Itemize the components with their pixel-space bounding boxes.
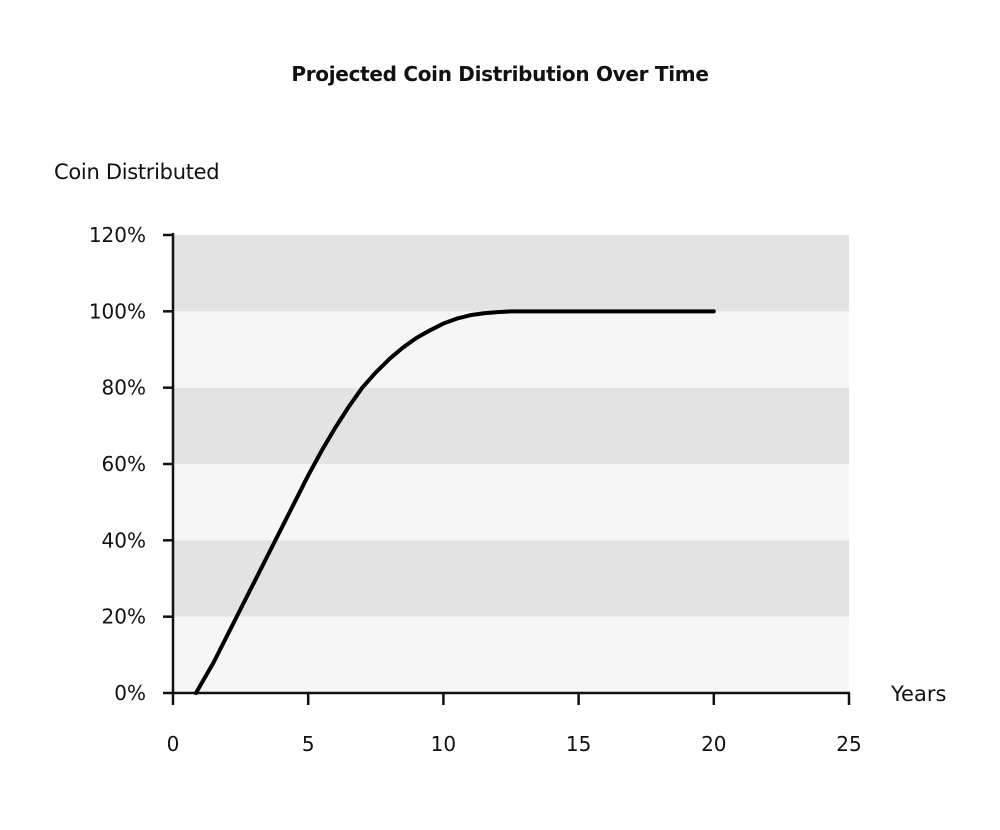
- series-line: [193, 309, 716, 695]
- x-tick-label: 25: [836, 732, 861, 756]
- grid-band: [173, 464, 849, 541]
- y-tick-label: 20%: [102, 605, 146, 629]
- x-axis-label: Years: [890, 682, 946, 706]
- y-tick-label: 80%: [102, 376, 146, 400]
- y-tick-label: 100%: [89, 299, 146, 323]
- x-tick-label: 10: [431, 732, 456, 756]
- grid-band: [173, 616, 849, 693]
- x-tick-label: 5: [302, 732, 315, 756]
- y-tick-label: 40%: [102, 528, 146, 552]
- grid-band: [173, 235, 849, 312]
- grid-band: [173, 311, 849, 388]
- x-tick-label: 15: [566, 732, 591, 756]
- grid-band: [173, 387, 849, 464]
- y-axis-label: Coin Distributed: [54, 160, 220, 184]
- chart-title: Projected Coin Distribution Over Time: [291, 62, 709, 86]
- x-tick-label: 20: [701, 732, 726, 756]
- y-tick-label: 120%: [89, 223, 146, 247]
- y-tick-label: 0%: [114, 681, 146, 705]
- y-tick-label: 60%: [102, 452, 146, 476]
- grid-band: [173, 540, 849, 617]
- x-tick-label: 0: [167, 732, 180, 756]
